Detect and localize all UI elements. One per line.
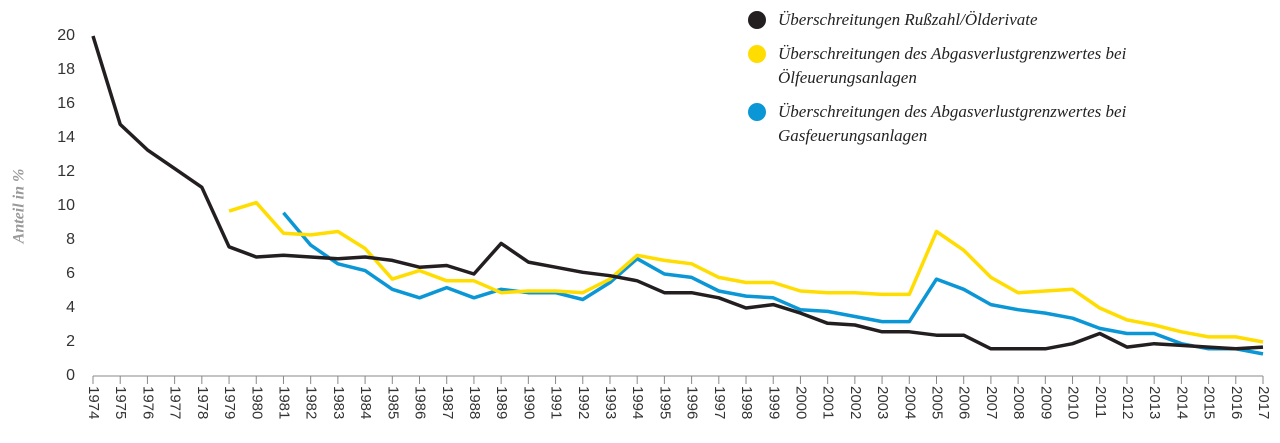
x-tick-label: 1992 — [575, 386, 592, 419]
y-tick-label: 2 — [66, 333, 75, 350]
x-tick-label: 1980 — [248, 386, 265, 419]
legend-marker — [748, 45, 766, 63]
x-tick-label: 1986 — [412, 386, 429, 419]
x-tick-label: 1999 — [765, 386, 782, 419]
legend-item: Überschreitungen des Abgasverlustgrenzwe… — [748, 100, 1178, 148]
x-tick-label: 1976 — [139, 386, 156, 419]
y-tick-label: 0 — [66, 367, 75, 384]
x-tick-label: 2015 — [1201, 386, 1218, 419]
x-tick-label: 1975 — [112, 386, 129, 419]
series-line — [91, 35, 1264, 351]
x-tick-label: 2017 — [1255, 386, 1272, 419]
x-tick-label: 1993 — [602, 386, 619, 419]
x-tick-label: 1996 — [684, 386, 701, 419]
y-tick-label: 10 — [57, 197, 75, 214]
series-line — [282, 211, 1264, 356]
x-tick-label: 2010 — [1065, 386, 1082, 419]
x-tick-label: 1984 — [357, 386, 374, 419]
x-tick-label: 2009 — [1037, 386, 1054, 419]
x-tick-label: 2012 — [1119, 386, 1136, 419]
legend-label: Überschreitungen des Abgasverlustgrenzwe… — [778, 102, 1127, 145]
x-tick-label: 2008 — [1010, 386, 1027, 419]
y-axis-label: Anteil in % — [11, 169, 28, 245]
x-tick-label: 2004 — [901, 386, 918, 419]
x-tick-label: 1997 — [711, 386, 728, 419]
y-tick-label: 18 — [57, 61, 75, 78]
x-tick-label: 1978 — [194, 386, 211, 419]
x-tick-label: 2014 — [1173, 386, 1190, 419]
x-tick-label: 1982 — [303, 386, 320, 419]
x-tick-label: 2003 — [874, 386, 891, 419]
x-tick-label: 2013 — [1146, 386, 1163, 419]
y-tick-label: 4 — [66, 299, 75, 316]
x-tick-label: 2005 — [929, 386, 946, 419]
x-tick-label: 2002 — [847, 386, 864, 419]
x-tick-label: 1983 — [330, 386, 347, 419]
x-tick-label: 1974 — [85, 386, 102, 419]
x-tick-label: 1990 — [520, 386, 537, 419]
x-tick-label: 1994 — [629, 386, 646, 419]
legend-marker — [748, 103, 766, 121]
x-tick-label: 1989 — [493, 386, 510, 419]
legend: Überschreitungen Rußzahl/Ölderivate Übers… — [748, 8, 1178, 158]
x-tick-label: 1998 — [738, 386, 755, 419]
x-tick-label: 1991 — [548, 386, 565, 419]
legend-label: Überschreitungen des Abgasverlustgrenzwe… — [778, 44, 1127, 87]
x-tick-label: 1988 — [466, 386, 483, 419]
x-tick-label: 1977 — [167, 386, 184, 419]
legend-label: Überschreitungen Rußzahl/Ölderivate — [778, 10, 1038, 29]
x-tick-label: 2006 — [956, 386, 973, 419]
y-tick-label: 20 — [57, 27, 75, 44]
legend-item: Überschreitungen des Abgasverlustgrenzwe… — [748, 42, 1178, 90]
x-tick-label: 1995 — [656, 386, 673, 419]
y-tick-label: 8 — [66, 231, 75, 248]
y-tick-label: 16 — [57, 95, 75, 112]
x-tick-label: 2007 — [983, 386, 1000, 419]
x-tick-label: 1979 — [221, 386, 238, 419]
x-tick-label: 1981 — [275, 386, 292, 419]
x-tick-label: 1987 — [439, 386, 456, 419]
y-tick-label: 12 — [57, 163, 75, 180]
x-tick-label: 2011 — [1092, 386, 1109, 418]
x-tick-label: 1985 — [384, 386, 401, 419]
legend-marker — [748, 11, 766, 29]
y-tick-label: 14 — [57, 129, 75, 146]
series-line — [228, 200, 1264, 344]
x-tick-label: 2000 — [792, 386, 809, 419]
legend-item: Überschreitungen Rußzahl/Ölderivate — [748, 8, 1178, 32]
x-tick-label: 2016 — [1228, 386, 1245, 419]
x-tick-label: 2001 — [820, 386, 837, 419]
y-tick-label: 6 — [66, 265, 75, 282]
